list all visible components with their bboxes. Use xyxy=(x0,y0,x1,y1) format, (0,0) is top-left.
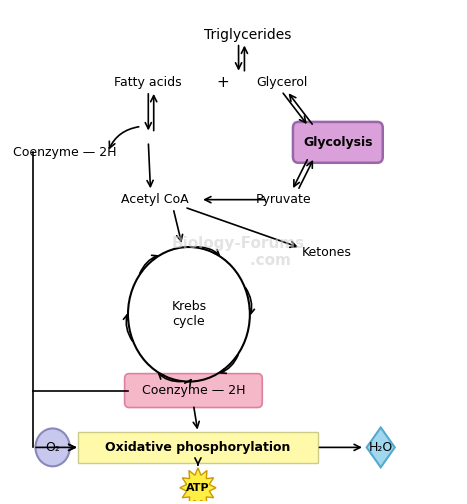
Circle shape xyxy=(35,428,70,466)
Text: Acetyl CoA: Acetyl CoA xyxy=(121,193,189,206)
Text: Fatty acids: Fatty acids xyxy=(114,76,182,89)
Text: Glycolysis: Glycolysis xyxy=(303,136,373,149)
Text: Coenzyme — 2H: Coenzyme — 2H xyxy=(142,384,245,397)
Text: Oxidative phosphorylation: Oxidative phosphorylation xyxy=(105,441,290,454)
Text: Krebs
cycle: Krebs cycle xyxy=(171,300,206,328)
Text: Glycerol: Glycerol xyxy=(256,76,307,89)
Text: H₂O: H₂O xyxy=(368,441,393,454)
Text: Pyruvate: Pyruvate xyxy=(256,193,311,206)
Text: Ketones: Ketones xyxy=(302,246,352,260)
Text: Coenzyme — 2H: Coenzyme — 2H xyxy=(13,146,117,159)
Polygon shape xyxy=(367,427,395,467)
Text: Biology-Forums
            .com: Biology-Forums .com xyxy=(172,236,305,268)
Text: ATP: ATP xyxy=(186,483,210,493)
Text: +: + xyxy=(216,75,229,90)
FancyBboxPatch shape xyxy=(293,122,383,163)
Polygon shape xyxy=(180,468,216,504)
Text: Triglycerides: Triglycerides xyxy=(204,28,291,42)
FancyBboxPatch shape xyxy=(125,373,262,408)
Text: O₂: O₂ xyxy=(45,441,60,454)
FancyBboxPatch shape xyxy=(78,432,318,463)
